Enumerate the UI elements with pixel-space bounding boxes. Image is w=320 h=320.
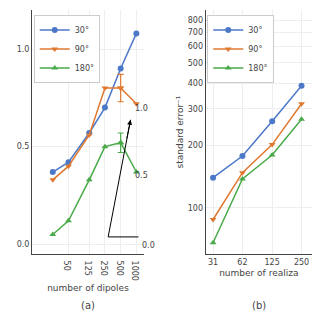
svg-text:180°: 180° [248, 64, 267, 73]
svg-text:400: 400 [188, 79, 203, 88]
svg-text:180°: 180° [75, 64, 94, 73]
svg-text:125: 125 [83, 261, 92, 276]
svg-text:90°: 90° [75, 45, 89, 54]
svg-text:30°: 30° [75, 26, 89, 35]
svg-text:0.0: 0.0 [142, 241, 155, 250]
svg-text:30°: 30° [248, 26, 262, 35]
svg-text:90°: 90° [248, 45, 262, 54]
svg-text:0.5: 0.5 [135, 171, 148, 180]
svg-text:250: 250 [99, 261, 108, 276]
svg-text:1000: 1000 [130, 261, 139, 281]
svg-text:800: 800 [188, 16, 203, 25]
svg-text:500: 500 [188, 59, 203, 68]
svg-text:100: 100 [188, 204, 203, 213]
svg-text:(b): (b) [252, 300, 266, 311]
svg-text:(a): (a) [81, 300, 95, 311]
svg-text:0.0: 0.0 [17, 240, 30, 249]
svg-text:number of realiza: number of realiza [219, 268, 298, 278]
svg-text:250: 250 [294, 258, 309, 267]
svg-text:62: 62 [237, 258, 247, 267]
svg-text:125: 125 [265, 258, 280, 267]
svg-text:31: 31 [208, 258, 218, 267]
svg-text:50: 50 [62, 261, 71, 271]
svg-text:number of dipoles: number of dipoles [47, 283, 129, 293]
svg-text:600: 600 [188, 42, 203, 51]
svg-text:1.0: 1.0 [17, 45, 30, 54]
svg-text:1.0: 1.0 [135, 104, 148, 113]
svg-text:0.5: 0.5 [17, 142, 30, 151]
svg-text:200: 200 [188, 141, 203, 150]
svg-text:standard error⁻¹: standard error⁻¹ [175, 95, 185, 168]
svg-text:500: 500 [115, 261, 124, 276]
svg-text:700: 700 [188, 28, 203, 37]
svg-text:300: 300 [188, 105, 203, 114]
